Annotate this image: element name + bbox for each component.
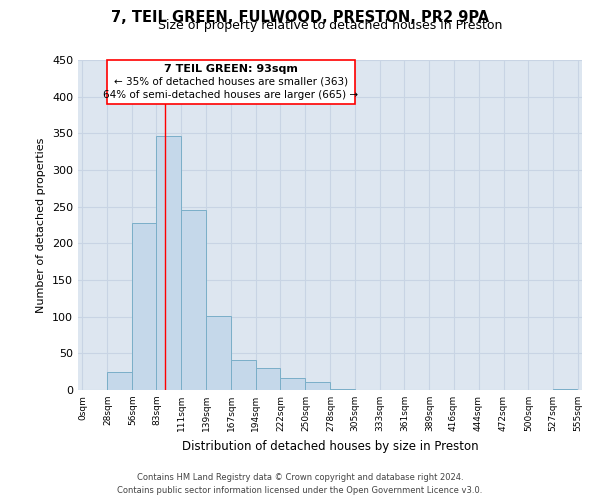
- X-axis label: Distribution of detached houses by size in Preston: Distribution of detached houses by size …: [182, 440, 478, 452]
- Text: 7, TEIL GREEN, FULWOOD, PRESTON, PR2 9PA: 7, TEIL GREEN, FULWOOD, PRESTON, PR2 9PA: [111, 10, 489, 25]
- Text: 7 TEIL GREEN: 93sqm: 7 TEIL GREEN: 93sqm: [164, 64, 298, 74]
- Bar: [331, 388, 355, 390]
- Bar: [206, 316, 230, 390]
- Bar: [107, 372, 131, 390]
- Bar: [232, 360, 256, 390]
- Bar: [157, 136, 181, 390]
- Bar: [133, 223, 157, 390]
- Bar: [305, 382, 329, 390]
- Bar: [280, 378, 305, 390]
- Bar: [256, 368, 280, 390]
- Text: 64% of semi-detached houses are larger (665) →: 64% of semi-detached houses are larger (…: [103, 90, 359, 100]
- Y-axis label: Number of detached properties: Number of detached properties: [37, 138, 46, 312]
- Text: ← 35% of detached houses are smaller (363): ← 35% of detached houses are smaller (36…: [114, 77, 348, 87]
- Title: Size of property relative to detached houses in Preston: Size of property relative to detached ho…: [158, 20, 502, 32]
- Text: Contains HM Land Registry data © Crown copyright and database right 2024.
Contai: Contains HM Land Registry data © Crown c…: [118, 474, 482, 495]
- FancyBboxPatch shape: [107, 60, 355, 104]
- Bar: [181, 210, 206, 390]
